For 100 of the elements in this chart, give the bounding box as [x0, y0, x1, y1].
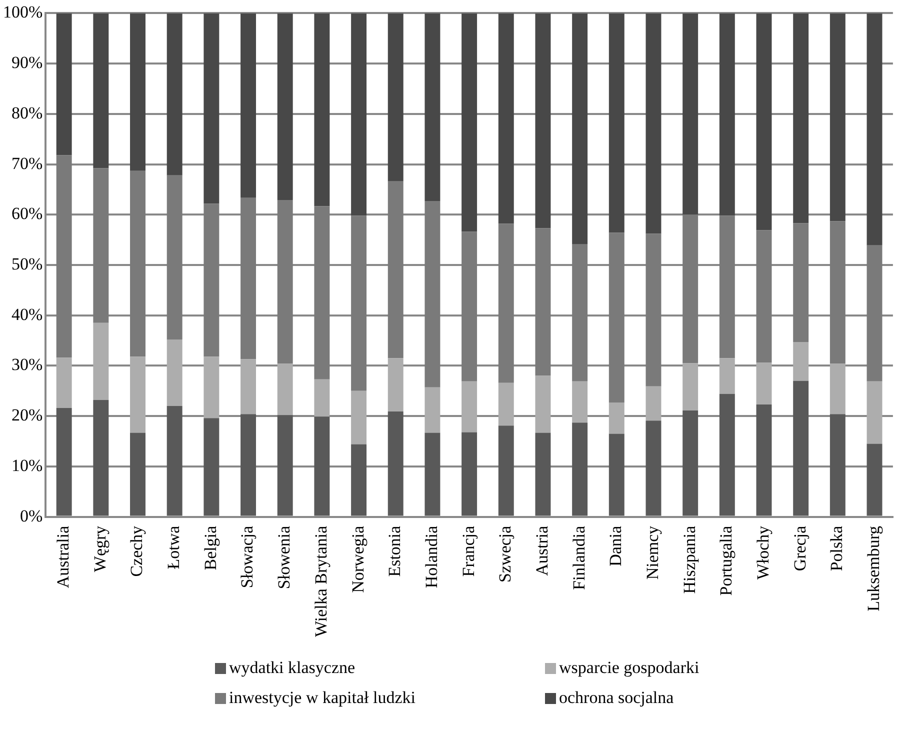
x-tick-label: Estonia: [385, 525, 404, 577]
bar: [240, 13, 256, 198]
bar: [424, 201, 440, 388]
bar: [756, 230, 772, 363]
legend-label: ochrona socjalna: [559, 688, 674, 708]
x-tick-label: Wielka Brytania: [311, 525, 330, 638]
x-tick-label: Finlandia: [569, 525, 588, 590]
bar: [572, 422, 588, 516]
bar: [277, 200, 293, 364]
bar: [93, 13, 109, 168]
x-tick-label: Luksemburg: [864, 525, 883, 612]
bar: [756, 13, 772, 230]
bar: [204, 13, 220, 204]
bar: [498, 224, 514, 383]
x-tick-label: Norwegia: [348, 525, 368, 593]
bar: [130, 13, 146, 171]
y-tick-label: 0%: [20, 506, 43, 526]
bar: [388, 412, 404, 516]
y-tick-label: 40%: [11, 304, 43, 324]
bar: [240, 198, 256, 360]
bar: [314, 13, 330, 206]
legend-label: wydatki klasyczne: [229, 658, 356, 678]
x-tick-label: Polska: [827, 525, 846, 572]
bar: [608, 232, 624, 402]
bar: [351, 390, 367, 444]
bar: [866, 381, 882, 444]
bar: [756, 404, 772, 516]
bar: [830, 364, 846, 414]
bar: [351, 13, 367, 216]
bar: [424, 13, 440, 202]
bar: [793, 380, 809, 516]
bar: [866, 245, 882, 382]
y-tick-label: 70%: [11, 154, 43, 173]
x-tick-label: Holandia: [422, 525, 441, 588]
y-tick-label: 90%: [11, 53, 43, 72]
bar: [572, 381, 588, 423]
y-tick-label: 20%: [11, 406, 43, 425]
bar: [314, 206, 330, 380]
bar: [498, 426, 514, 516]
bar: [424, 387, 440, 433]
bar: [682, 410, 698, 516]
bar: [535, 432, 551, 516]
bar: [204, 204, 220, 357]
bar: [535, 13, 551, 228]
bar: [277, 415, 293, 516]
bar: [166, 406, 182, 516]
bar: [682, 214, 698, 364]
bar: [535, 228, 551, 376]
bar: [130, 170, 146, 357]
legend-label: inwestycje w kapitał ludzki: [229, 688, 416, 708]
bar: [646, 420, 662, 516]
bar: [277, 13, 293, 200]
bar: [793, 13, 809, 224]
bar: [462, 432, 478, 516]
y-tick-label: 30%: [11, 355, 43, 374]
bar: [351, 216, 367, 391]
bar: [462, 232, 478, 382]
bar: [130, 432, 146, 516]
bar: [682, 363, 698, 411]
bar: [866, 444, 882, 516]
bar: [240, 359, 256, 414]
bar: [56, 408, 72, 516]
bar: [56, 358, 72, 408]
bar: [277, 364, 293, 416]
bar: [56, 13, 72, 156]
bar: [830, 221, 846, 364]
bar: [130, 356, 146, 433]
bar: [388, 358, 404, 412]
bar: [388, 181, 404, 358]
y-tick-label: 100%: [2, 2, 43, 22]
y-tick-label: 50%: [11, 254, 43, 274]
x-tick-label: Hiszpania: [680, 525, 699, 594]
y-tick-label: 60%: [11, 204, 43, 224]
bar: [351, 444, 367, 516]
bar: [830, 13, 846, 222]
bar: [498, 382, 514, 426]
x-tick-label: Węgry: [90, 525, 110, 572]
bar: [93, 322, 109, 400]
bar: [830, 414, 846, 516]
x-tick-label: Słowenia: [274, 525, 294, 590]
bar: [204, 418, 220, 516]
bar: [646, 234, 662, 386]
bar: [314, 379, 330, 417]
bar: [535, 376, 551, 433]
bar: [719, 394, 735, 516]
bar: [314, 416, 330, 516]
legend-label: wsparcie gospodarki: [559, 658, 700, 678]
bar: [462, 381, 478, 432]
bar: [756, 362, 772, 405]
x-tick-label: Grecja: [790, 525, 810, 572]
bar: [166, 175, 182, 340]
x-tick-label: Austria: [532, 525, 552, 576]
x-tick-label: Włochy: [753, 525, 772, 580]
bar: [56, 155, 72, 358]
bar: [719, 358, 735, 394]
bar: [646, 13, 662, 234]
bar: [93, 168, 109, 323]
bar: [240, 414, 256, 516]
bar: [608, 13, 624, 233]
x-tick-label: Słowacja: [238, 525, 257, 588]
